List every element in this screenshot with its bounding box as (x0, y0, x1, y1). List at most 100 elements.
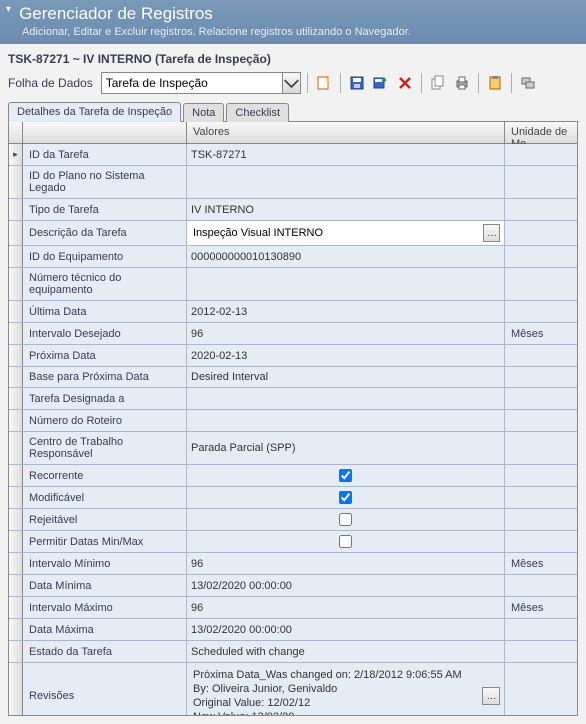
new-icon[interactable] (314, 73, 334, 93)
row-checkbox[interactable] (339, 469, 352, 482)
row-selector[interactable] (9, 268, 23, 300)
delete-icon[interactable] (395, 73, 415, 93)
row-value[interactable] (187, 509, 505, 530)
table-row: Intervalo Mínimo 96 Mêses (9, 553, 577, 575)
datasheet-input[interactable] (102, 73, 282, 93)
row-label: Intervalo Desejado (23, 323, 187, 344)
row-selector[interactable] (9, 345, 23, 366)
table-row: ID do Equipamento000000000010130890 (9, 246, 577, 268)
copy-icon[interactable] (428, 73, 448, 93)
row-label: Permitir Datas Min/Max (23, 531, 187, 552)
row-value (187, 268, 505, 300)
table-row: Próxima Data2020-02-13 (9, 345, 577, 367)
row-selector[interactable] (9, 575, 23, 596)
row-selector[interactable] (9, 487, 23, 508)
row-value (187, 410, 505, 431)
row-input[interactable] (191, 226, 483, 240)
breadcrumb: TSK-87271 ~ IV INTERNO (Tarefa de Inspeç… (8, 52, 578, 66)
row-text: 2020-02-13 (191, 350, 247, 362)
row-selector[interactable] (9, 663, 23, 715)
table-row: Intervalo Máximo96Mêses (9, 597, 577, 619)
tab-checklist[interactable]: Checklist (226, 103, 289, 122)
row-uom: Mêses (505, 597, 577, 618)
row-value[interactable] (187, 531, 505, 552)
table-row: Número técnico do equipamento (9, 268, 577, 301)
row-selector[interactable] (9, 301, 23, 322)
row-selector[interactable] (9, 619, 23, 640)
row-selector[interactable] (9, 199, 23, 220)
row-label: Intervalo Mínimo (23, 553, 187, 574)
row-uom (505, 166, 577, 198)
row-label: Base para Próxima Data (23, 367, 187, 387)
dropdown-button[interactable] (282, 73, 300, 93)
row-uom (505, 268, 577, 300)
row-selector[interactable] (9, 221, 23, 245)
datasheet-label: Folha de Dados (8, 76, 93, 90)
row-label: Revisões (23, 663, 187, 715)
row-uom (505, 663, 577, 715)
app-title: Gerenciador de Registros (19, 4, 213, 23)
row-uom (505, 144, 577, 165)
row-selector[interactable] (9, 388, 23, 409)
row-value: Desired Interval (187, 367, 505, 387)
row-value: 96 (187, 597, 505, 618)
datasheet-dropdown[interactable] (101, 72, 301, 94)
row-selector[interactable] (9, 597, 23, 618)
row-selector[interactable] (9, 465, 23, 486)
table-row: Intervalo Desejado96Mêses (9, 323, 577, 345)
row-value[interactable] (187, 487, 505, 508)
table-row: Número do Roteiro (9, 410, 577, 432)
row-selector[interactable] (9, 641, 23, 662)
row-selector[interactable] (9, 246, 23, 267)
row-uom (505, 465, 577, 486)
row-selector[interactable] (9, 432, 23, 464)
table-row: RevisõesPróxima Data_Was changed on: 2/1… (9, 663, 577, 715)
row-value: Scheduled with change (187, 641, 505, 662)
ellipsis-button[interactable]: … (482, 687, 500, 705)
row-value: 96 (187, 323, 505, 344)
row-selector[interactable] (9, 553, 23, 574)
row-label: ID do Plano no Sistema Legado (23, 166, 187, 198)
row-label: ID da Tarefa (23, 144, 187, 165)
tab-details[interactable]: Detalhes da Tarefa de Inspeção (8, 102, 181, 122)
row-label: ID do Equipamento (23, 246, 187, 267)
save-icon[interactable] (347, 73, 367, 93)
row-selector[interactable] (9, 323, 23, 344)
row-text: Desired Interval (191, 371, 268, 383)
col-values: Valores (187, 122, 505, 143)
row-uom (505, 388, 577, 409)
row-selector[interactable]: ▸ (9, 144, 23, 165)
row-text: 96 (191, 558, 203, 570)
row-value[interactable] (187, 465, 505, 486)
ellipsis-button[interactable]: … (483, 224, 500, 242)
row-label: Descrição da Tarefa (23, 221, 187, 245)
row-value: IV INTERNO (187, 199, 505, 220)
row-selector[interactable] (9, 531, 23, 552)
save-add-icon[interactable] (371, 73, 391, 93)
row-text: 2012-02-13 (191, 306, 247, 318)
row-label: Intervalo Máximo (23, 597, 187, 618)
collapse-icon[interactable]: ▾ (6, 4, 16, 15)
row-label: Tarefa Designada a (23, 388, 187, 409)
link-icon[interactable] (518, 73, 538, 93)
row-selector[interactable] (9, 509, 23, 530)
row-value: 13/02/2020 00:00:00 (187, 575, 505, 596)
row-checkbox[interactable] (339, 491, 352, 504)
row-selector[interactable] (9, 367, 23, 387)
row-text: Próxima Data_Was changed on: 2/18/2012 9… (191, 666, 482, 715)
row-checkbox[interactable] (339, 535, 352, 548)
row-value[interactable]: … (187, 221, 505, 245)
row-selector[interactable] (9, 166, 23, 198)
row-label: Data Máxima (23, 619, 187, 640)
table-row: Modificável (9, 487, 577, 509)
table-row: Centro de Trabalho ResponsávelParada Par… (9, 432, 577, 465)
row-value: 2012-02-13 (187, 301, 505, 322)
row-text: 13/02/2020 00:00:00 (191, 624, 292, 636)
table-row: Tarefa Designada a (9, 388, 577, 410)
print-icon[interactable] (452, 73, 472, 93)
row-selector[interactable] (9, 410, 23, 431)
tab-nota[interactable]: Nota (183, 103, 224, 122)
paste-icon[interactable] (485, 73, 505, 93)
row-uom: Mêses (505, 553, 577, 574)
row-checkbox[interactable] (339, 513, 352, 526)
